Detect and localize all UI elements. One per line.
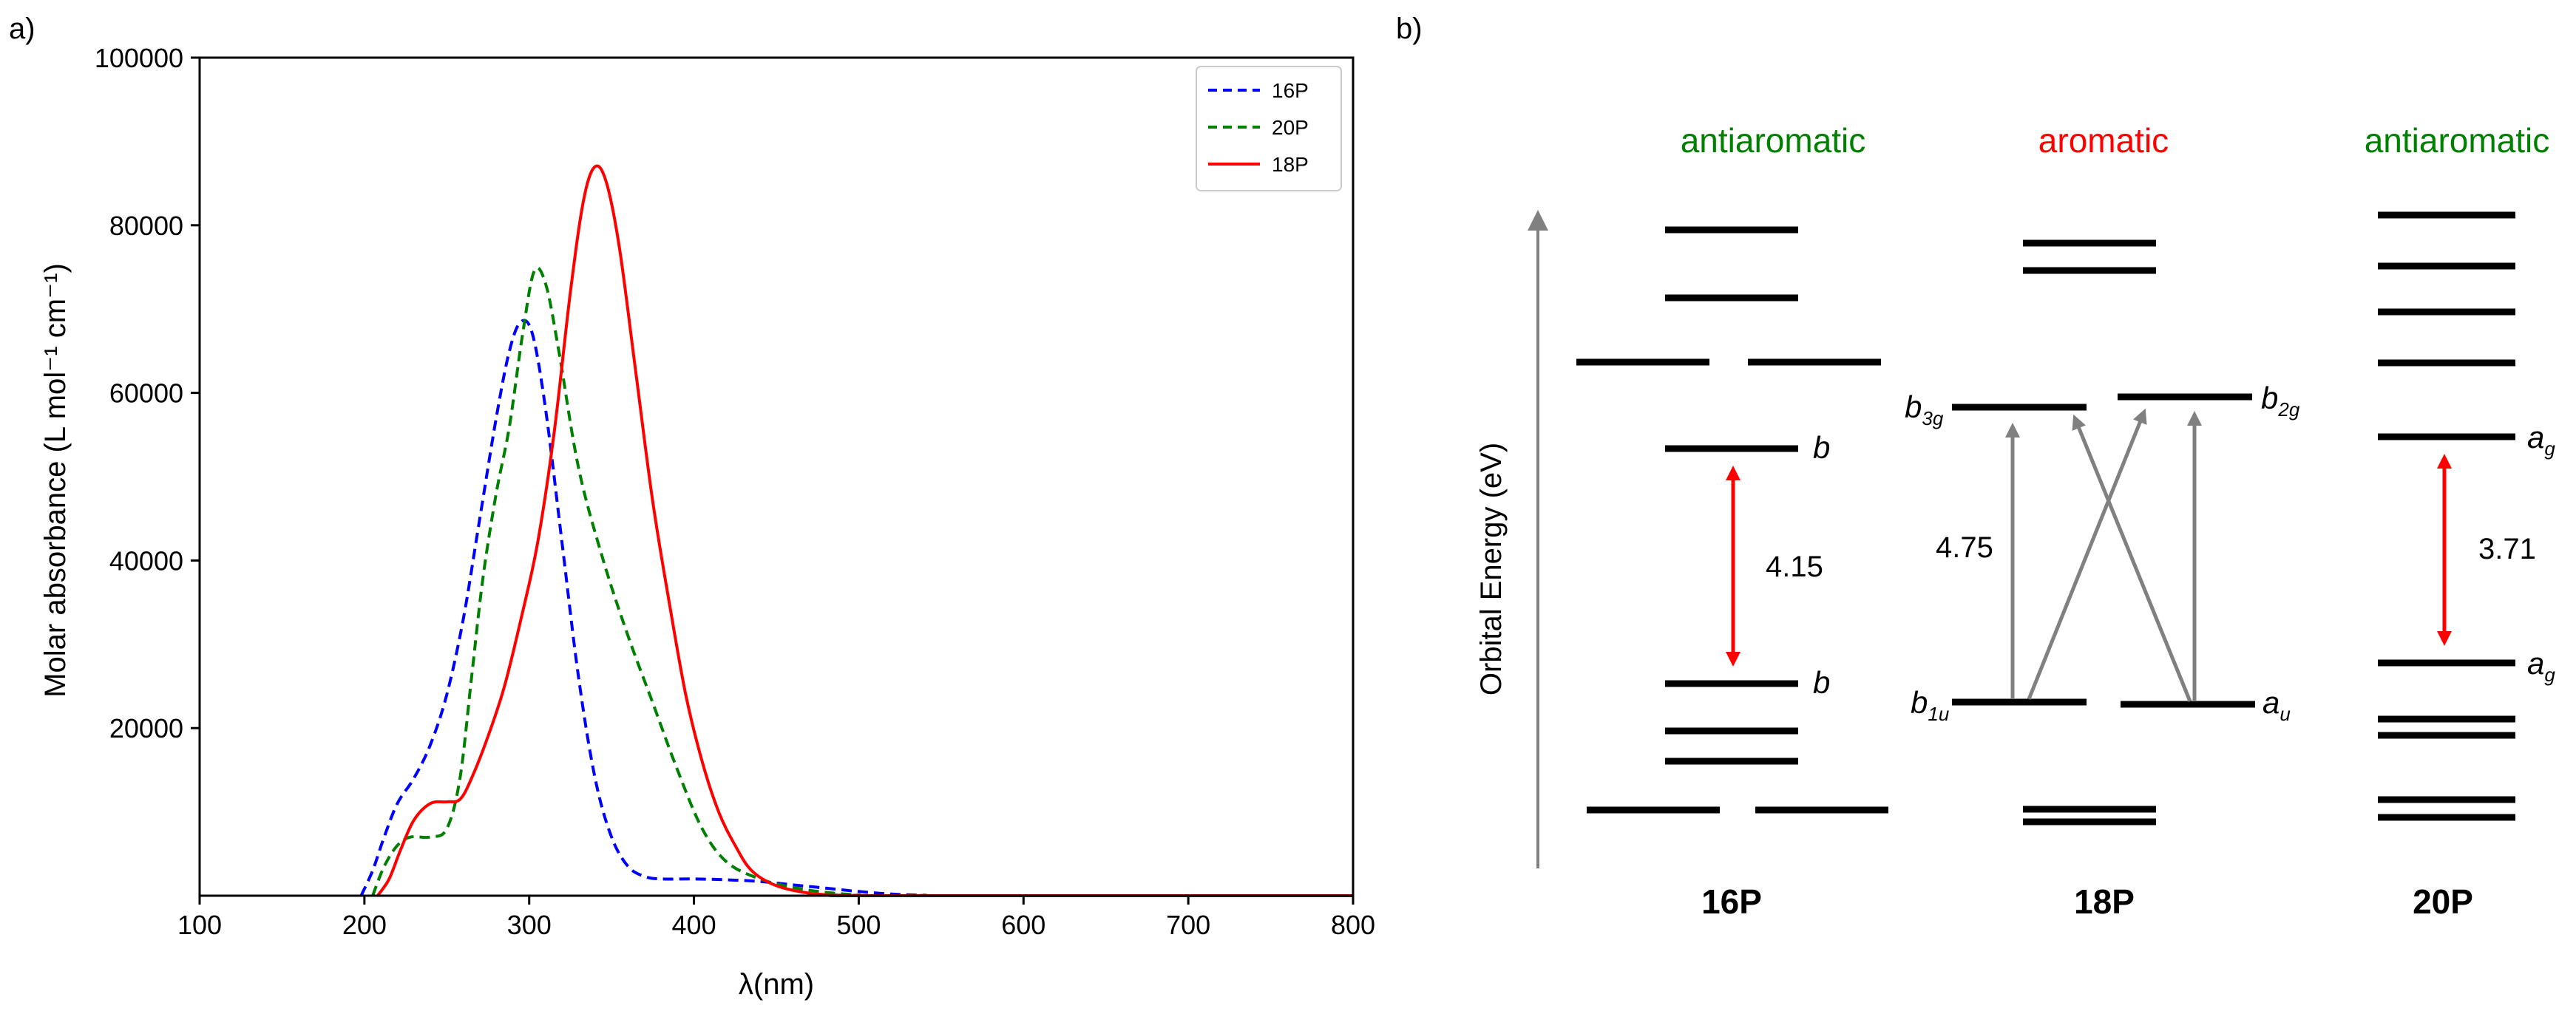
symmetry-18p-b3g: b3g bbox=[1905, 389, 1944, 429]
gap-label-20p: 3.71 bbox=[2478, 533, 2536, 565]
y-tick-label: 40000 bbox=[109, 545, 183, 576]
symmetry-16p-lower: b bbox=[1813, 665, 1830, 700]
spectrum-chart: a) 100 200 300 400 500 600 700 800 20000 40000 600… bbox=[9, 13, 1375, 1001]
series-line-16p bbox=[359, 319, 1353, 898]
gap-label-16p: 4.15 bbox=[1766, 551, 1823, 583]
y-tick-label: 80000 bbox=[109, 211, 183, 241]
symmetry-18p-b2g: b2g bbox=[2261, 381, 2300, 421]
series-line-20p bbox=[371, 266, 1353, 898]
orbital-diagram: b) Orbital Energy (eV) antiaromatic arom… bbox=[1396, 13, 2555, 921]
x-axis-label: λ(nm) bbox=[739, 968, 814, 1001]
legend: 16P 20P 18P bbox=[1196, 66, 1342, 191]
panel-b-label: b) bbox=[1396, 13, 1423, 45]
x-tick-label: 300 bbox=[507, 910, 552, 940]
x-tick-label: 500 bbox=[836, 910, 881, 940]
x-tick-label: 100 bbox=[177, 910, 222, 940]
transition-arrows-18p bbox=[2005, 408, 2202, 702]
x-tick-label: 400 bbox=[672, 910, 716, 940]
y-axis-label: Molar absorbance (L mol⁻¹ cm⁻¹) bbox=[39, 263, 72, 698]
transition-arrow bbox=[2072, 414, 2192, 702]
legend-label-16p: 16P bbox=[1272, 79, 1309, 102]
energy-axis-arrowhead bbox=[1528, 210, 1548, 231]
levels-20p bbox=[2378, 211, 2515, 821]
levels-18p bbox=[1952, 239, 2255, 826]
plot-frame bbox=[198, 56, 1355, 897]
symmetry-16p-upper: b bbox=[1813, 430, 1830, 465]
panel-a-label: a) bbox=[9, 13, 35, 45]
molecule-label-16p: 16P bbox=[1701, 882, 1762, 921]
y-tick-label: 60000 bbox=[109, 378, 183, 409]
legend-box bbox=[1196, 66, 1342, 191]
energy-axis-label: Orbital Energy (eV) bbox=[1475, 443, 1508, 695]
molecule-label-18p: 18P bbox=[2074, 882, 2135, 921]
y-tick-label: 100000 bbox=[95, 43, 183, 73]
x-tick-label: 600 bbox=[1001, 910, 1045, 940]
x-tick-label: 800 bbox=[1331, 910, 1375, 940]
x-tick-label: 700 bbox=[1166, 910, 1210, 940]
symmetry-18p-au: au bbox=[2263, 685, 2291, 725]
levels-16p bbox=[1576, 226, 1888, 814]
symmetry-20p-lower: ag bbox=[2527, 646, 2555, 686]
title-16p: antiaromatic bbox=[1681, 121, 1866, 160]
series-line-18p bbox=[376, 164, 1353, 898]
y-tick-label: 20000 bbox=[109, 713, 183, 743]
series-layer bbox=[359, 164, 1353, 898]
legend-label-18p: 18P bbox=[1272, 153, 1309, 176]
legend-label-20p: 20P bbox=[1272, 116, 1309, 139]
molecule-label-20p: 20P bbox=[2413, 882, 2473, 921]
title-20p: antiaromatic bbox=[2365, 121, 2550, 160]
x-tick-label: 200 bbox=[342, 910, 387, 940]
title-18p: aromatic bbox=[2038, 121, 2169, 160]
symmetry-18p-b1u: b1u bbox=[1911, 685, 1949, 725]
tick-layer: 100 200 300 400 500 600 700 800 20000 40000 60000 8… bbox=[95, 43, 1375, 940]
gap-label-18p: 4.75 bbox=[1936, 531, 1993, 564]
symmetry-20p-upper: ag bbox=[2527, 420, 2555, 460]
transition-arrow bbox=[2027, 408, 2147, 700]
